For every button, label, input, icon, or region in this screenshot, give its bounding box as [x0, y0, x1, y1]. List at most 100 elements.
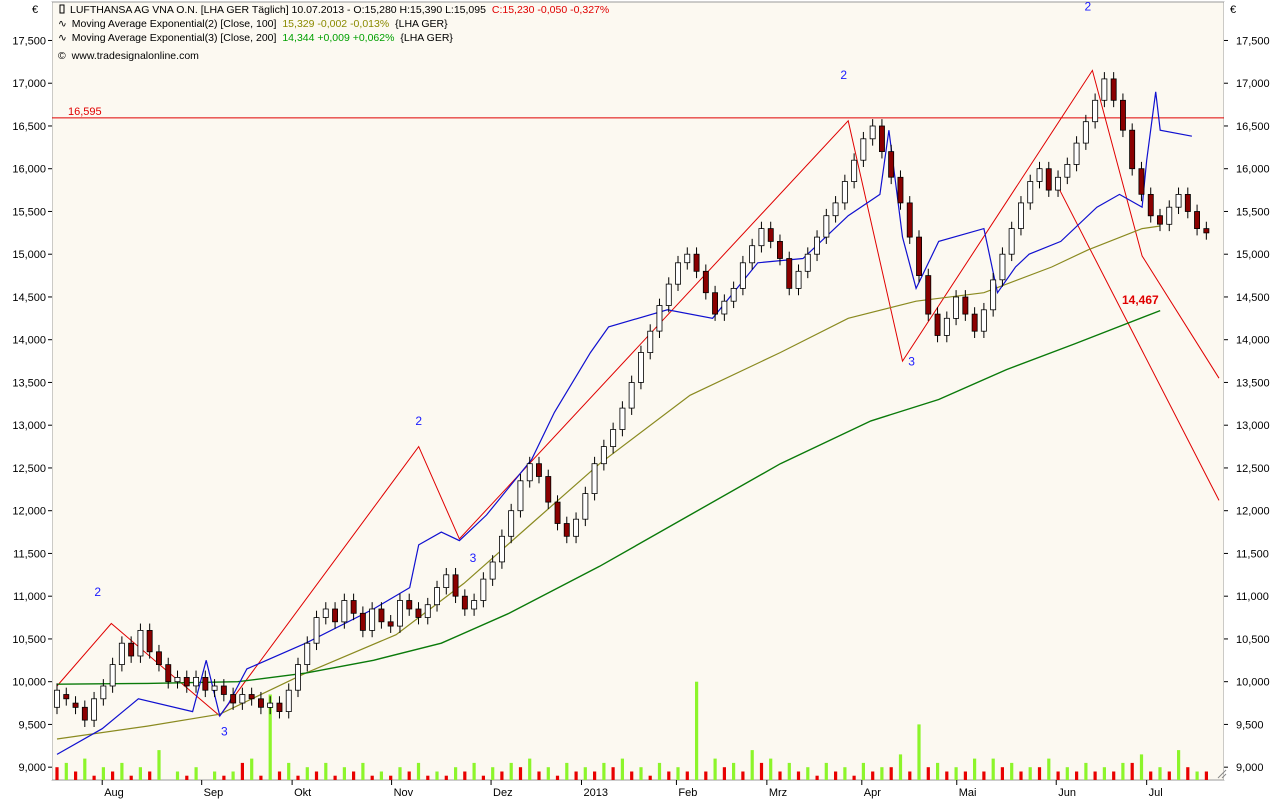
- volume-bar: [713, 758, 717, 780]
- volume-bar: [954, 767, 958, 780]
- candle-body: [202, 677, 209, 691]
- candle-body: [109, 664, 116, 687]
- candle-body: [378, 608, 385, 623]
- axes: 17,500 17,500 17,000 17,000 16,500 16,500 16,0…: [12, 35, 1269, 799]
- resize-grip-icon[interactable]: [1217, 769, 1227, 779]
- currency-right: €: [1230, 4, 1236, 16]
- candle-body: [443, 574, 450, 588]
- volume-bar: [1186, 767, 1190, 780]
- volume-bar: [537, 771, 541, 780]
- y-tick-label-right: 9,000: [1236, 762, 1264, 774]
- y-tick-label-right: 17,000: [1236, 78, 1270, 90]
- candle-body: [471, 600, 478, 610]
- volume-bar: [472, 762, 476, 780]
- candle-body: [693, 253, 700, 272]
- volume-bar: [824, 762, 828, 780]
- y-tick-label-left: 11,500: [13, 548, 46, 560]
- candle-body: [591, 463, 598, 495]
- y-tick-label-left: 17,000: [12, 78, 46, 90]
- y-tick-label-right: 17,500: [1236, 35, 1270, 47]
- volume-bar: [250, 758, 254, 780]
- volume-bar: [416, 762, 421, 780]
- candle-body: [1092, 99, 1099, 123]
- volume-bar: [843, 767, 847, 780]
- legend-ema100-suffix: {LHA GER}: [395, 18, 448, 30]
- candle-body: [230, 694, 237, 704]
- volume-bar: [1065, 767, 1069, 780]
- volume-bar: [83, 758, 87, 780]
- y-tick-label-right: 13,000: [1236, 420, 1270, 432]
- candle-body: [786, 258, 793, 289]
- y-tick-label-left: 13,000: [12, 420, 46, 432]
- candle-body: [63, 694, 70, 700]
- candle-body: [638, 352, 644, 383]
- candle-body: [211, 685, 218, 691]
- candle-body: [72, 702, 79, 708]
- volume-bar: [1204, 771, 1208, 780]
- y-tick-label-left: 16,500: [12, 121, 46, 133]
- legend-instrument-text: LUFTHANSA AG VNA O.N. [LHA GER Täglich] …: [70, 4, 486, 16]
- x-tick-label: Sep: [204, 787, 224, 799]
- candle-body: [322, 608, 329, 618]
- x-tick-label: Dez: [493, 787, 513, 799]
- volume-bar: [602, 762, 606, 780]
- candle-body: [1129, 129, 1136, 170]
- candle-body: [183, 677, 190, 687]
- candle-body: [1147, 193, 1154, 217]
- y-tick-label-left: 10,500: [12, 634, 46, 646]
- legend-ema100-label: Moving Average Exponential(2) [Close, 10…: [72, 18, 277, 30]
- y-tick-label-right: 12,500: [1236, 463, 1270, 475]
- volume-bar: [574, 771, 578, 780]
- plot-area: [51, 1, 1225, 781]
- wave-label: 2: [1085, 0, 1092, 14]
- volume-bar: [926, 767, 930, 780]
- volume-bar: [973, 758, 977, 780]
- volume-bar: [101, 767, 105, 780]
- candle-body: [461, 595, 468, 610]
- y-tick-label-right: 14,500: [1236, 292, 1270, 304]
- volume-bar: [1010, 762, 1014, 780]
- candle-body: [276, 702, 283, 712]
- candle-body: [647, 330, 654, 354]
- y-tick-label-left: 10,000: [12, 677, 46, 689]
- volume-bar: [491, 767, 495, 780]
- volume-bar: [1139, 754, 1144, 780]
- candle-body: [1101, 78, 1108, 101]
- volume-bar: [917, 724, 921, 780]
- volume-bar: [64, 762, 68, 780]
- candle-body: [248, 694, 255, 700]
- volume-bar: [815, 775, 819, 780]
- legend: LUFTHANSA AG VNA O.N. [LHA GER Täglich] …: [58, 4, 609, 62]
- candle-body: [712, 292, 718, 315]
- candle-body: [1194, 211, 1200, 230]
- resistance-label: 16,595: [68, 106, 102, 118]
- volume-bar: [1000, 767, 1004, 780]
- legend-candle-icon: [59, 4, 65, 14]
- volume-bar: [398, 767, 402, 780]
- y-tick-label-left: 11,000: [13, 591, 46, 603]
- candle-body: [332, 608, 338, 623]
- candle-body: [220, 685, 227, 695]
- volume-bar: [287, 762, 291, 780]
- candle-body: [285, 689, 292, 713]
- candle-body: [730, 287, 737, 302]
- volume-bar: [648, 775, 652, 780]
- y-tick-label-left: 9,500: [18, 719, 46, 731]
- volume-bar: [1019, 771, 1023, 780]
- volume-bar: [528, 758, 532, 780]
- y-tick-label-left: 9,000: [18, 762, 46, 774]
- wave-label: 2: [840, 68, 847, 82]
- candle-body: [1064, 163, 1071, 178]
- ema100-line: [56, 225, 1161, 740]
- x-tick-label: Okt: [294, 787, 311, 799]
- y-tick-label-right: 11,000: [1236, 591, 1269, 603]
- candle-body: [1073, 142, 1080, 165]
- candle-body: [619, 407, 626, 430]
- volume-bar: [1037, 767, 1042, 780]
- y-tick-label-right: 14,000: [1236, 335, 1270, 347]
- left-axis-panel: [0, 2, 52, 780]
- x-tick-label: Apr: [864, 787, 881, 799]
- volume-bar: [74, 771, 78, 780]
- volume-bar: [1112, 771, 1116, 780]
